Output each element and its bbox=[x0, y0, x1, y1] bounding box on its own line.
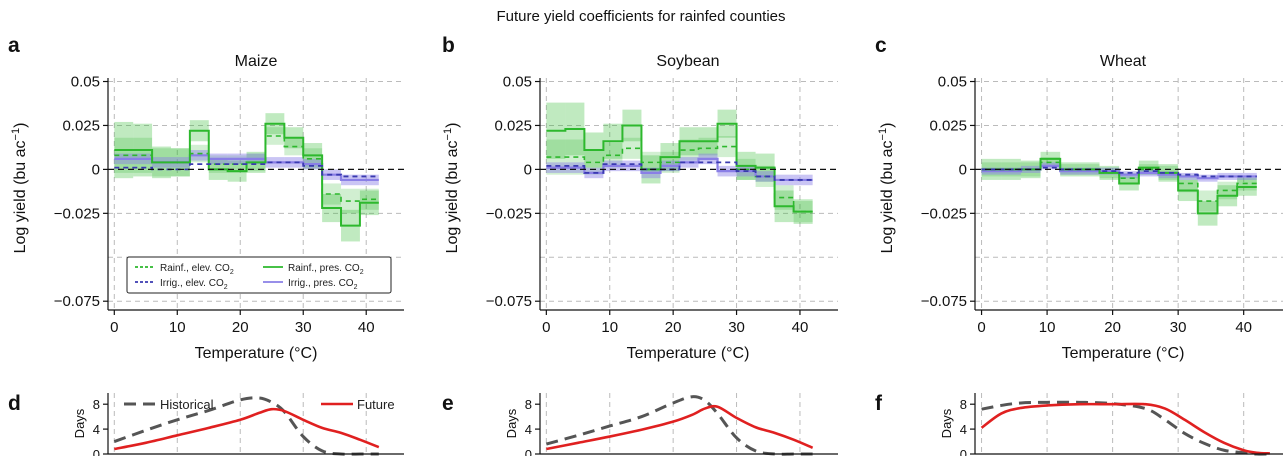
y-axis-label: Log yield (bu ac−1) bbox=[442, 123, 461, 254]
y-tick-label: −0.075 bbox=[486, 293, 532, 310]
series-historical bbox=[113, 396, 379, 456]
x-tick-label: 40 bbox=[358, 319, 375, 336]
panel-c: 0.05 0.025 0 −0.025 −0.075 0 10 20 30 40 Wheat Temp… bbox=[877, 53, 1283, 362]
panel-title: Wheat bbox=[1100, 53, 1147, 70]
legend-historical-label: Historical bbox=[160, 397, 214, 412]
band-rainf-elev-co2 bbox=[265, 127, 285, 145]
x-axis-label: Temperature (°C) bbox=[1062, 345, 1185, 362]
legend-frame bbox=[126, 256, 392, 294]
y-tick-label: −0.075 bbox=[921, 293, 967, 310]
y-axis-label: Log yield (bu ac−1) bbox=[877, 123, 896, 254]
band-rainf-elev-co2 bbox=[359, 188, 379, 210]
series-rainf-pres-co2 bbox=[981, 157, 1257, 215]
band-rainf-elev-co2 bbox=[1119, 172, 1139, 184]
x-tick-label: 40 bbox=[792, 319, 809, 336]
legend-label: Irrig., elev. CO2 bbox=[160, 278, 228, 291]
band-rainf-elev-co2 bbox=[584, 150, 604, 175]
y-axis-label: Days bbox=[72, 408, 87, 438]
x-tick-label: 20 bbox=[232, 319, 249, 336]
x-axis-label: Temperature (°C) bbox=[195, 345, 318, 362]
band-rainf-elev-co2 bbox=[603, 143, 623, 168]
y-tick-label: 0 bbox=[525, 447, 532, 456]
y-tick-label: 0.025 bbox=[494, 117, 532, 134]
y-tick-label: 4 bbox=[525, 422, 532, 437]
y-tick-label: 4 bbox=[960, 422, 967, 437]
x-tick-label: 10 bbox=[1039, 319, 1056, 336]
y-tick-label: 4 bbox=[93, 422, 100, 437]
x-tick-label: 30 bbox=[1170, 319, 1187, 336]
x-tick-label: 30 bbox=[295, 319, 312, 336]
panel-letter-d: d bbox=[8, 392, 21, 415]
y-tick-label: 8 bbox=[93, 397, 100, 412]
panel-letter-f: f bbox=[875, 392, 883, 415]
y-tick-label: −0.025 bbox=[921, 205, 967, 222]
series-irrig-elev-co2 bbox=[981, 166, 1257, 178]
panel-title: Maize bbox=[235, 53, 278, 70]
y-tick-label: 0.05 bbox=[938, 74, 967, 91]
y-tick-label: 0 bbox=[92, 161, 100, 178]
legend-future-label: Future bbox=[357, 397, 395, 412]
y-tick-label: −0.025 bbox=[486, 205, 532, 222]
panel-title: Soybean bbox=[656, 53, 719, 70]
panel-letter-c: c bbox=[875, 34, 887, 57]
series-rainf-elev-co2 bbox=[546, 145, 813, 213]
x-tick-label: 10 bbox=[601, 319, 618, 336]
series-future bbox=[546, 404, 814, 451]
y-tick-label: 0 bbox=[93, 447, 100, 456]
y-tick-label: 0 bbox=[524, 161, 532, 178]
y-tick-label: 0.05 bbox=[503, 74, 532, 91]
panel-a: 0.05 0.025 0 −0.025 −0.075 0 10 20 30 40 Maize Temp… bbox=[10, 53, 404, 362]
panel-e: 0 4 8 Days bbox=[504, 393, 838, 456]
y-tick-label: 8 bbox=[525, 397, 532, 412]
x-tick-label: 0 bbox=[977, 319, 985, 336]
x-tick-label: 30 bbox=[728, 319, 745, 336]
panel-letter-a: a bbox=[8, 34, 20, 57]
band-rainf-elev-co2 bbox=[622, 137, 642, 159]
y-tick-label: −0.025 bbox=[54, 205, 100, 222]
x-tick-label: 0 bbox=[542, 319, 550, 336]
series-historical bbox=[545, 395, 813, 456]
x-tick-label: 20 bbox=[665, 319, 682, 336]
panel-d: 0 4 8 Days bbox=[72, 393, 404, 456]
y-tick-label: 0.025 bbox=[62, 117, 100, 134]
legend-label: Irrig., pres. CO2 bbox=[288, 278, 358, 291]
y-axis-label: Days bbox=[939, 408, 954, 438]
series-historical bbox=[981, 400, 1270, 456]
x-tick-label: 0 bbox=[110, 319, 118, 336]
legend-temperature-distribution: Historical Future bbox=[124, 397, 395, 412]
band-rainf-elev-co2 bbox=[679, 139, 699, 161]
y-axis-label: Days bbox=[504, 408, 519, 438]
series-future bbox=[980, 402, 1270, 455]
figure-title: Future yield coefficients for rainfed co… bbox=[496, 8, 785, 25]
panel-f: 0 4 8 Days bbox=[939, 393, 1283, 456]
y-tick-label: 0 bbox=[960, 447, 967, 456]
panel-letter-e: e bbox=[442, 392, 454, 415]
y-tick-label: 0.025 bbox=[929, 117, 967, 134]
y-tick-label: 0 bbox=[959, 161, 967, 178]
band-rainf-elev-co2 bbox=[322, 183, 342, 205]
series-future bbox=[114, 407, 380, 451]
series-rainf-elev-co2 bbox=[981, 161, 1257, 202]
x-axis-label: Temperature (°C) bbox=[627, 345, 750, 362]
y-tick-label: 8 bbox=[960, 397, 967, 412]
legend-label: Rainf., pres. CO2 bbox=[288, 263, 364, 276]
series-rainf-elev-co2 bbox=[114, 135, 379, 202]
series-irrig-elev-co2 bbox=[546, 161, 813, 181]
legend-coefficients: Rainf., elev. CO2 Rainf., pres. CO2 Irrig.… bbox=[126, 256, 392, 294]
x-tick-label: 10 bbox=[169, 319, 186, 336]
panel-letter-b: b bbox=[442, 34, 455, 57]
y-axis-label: Log yield (bu ac−1) bbox=[10, 123, 29, 254]
y-tick-label: −0.075 bbox=[54, 293, 100, 310]
x-tick-label: 20 bbox=[1104, 319, 1121, 336]
panel-b: 0.05 0.025 0 −0.025 −0.075 0 10 20 30 40 Soybean Te… bbox=[442, 53, 838, 362]
legend-label: Rainf., elev. CO2 bbox=[160, 263, 234, 276]
x-tick-label: 40 bbox=[1235, 319, 1252, 336]
y-tick-label: 0.05 bbox=[71, 74, 100, 91]
